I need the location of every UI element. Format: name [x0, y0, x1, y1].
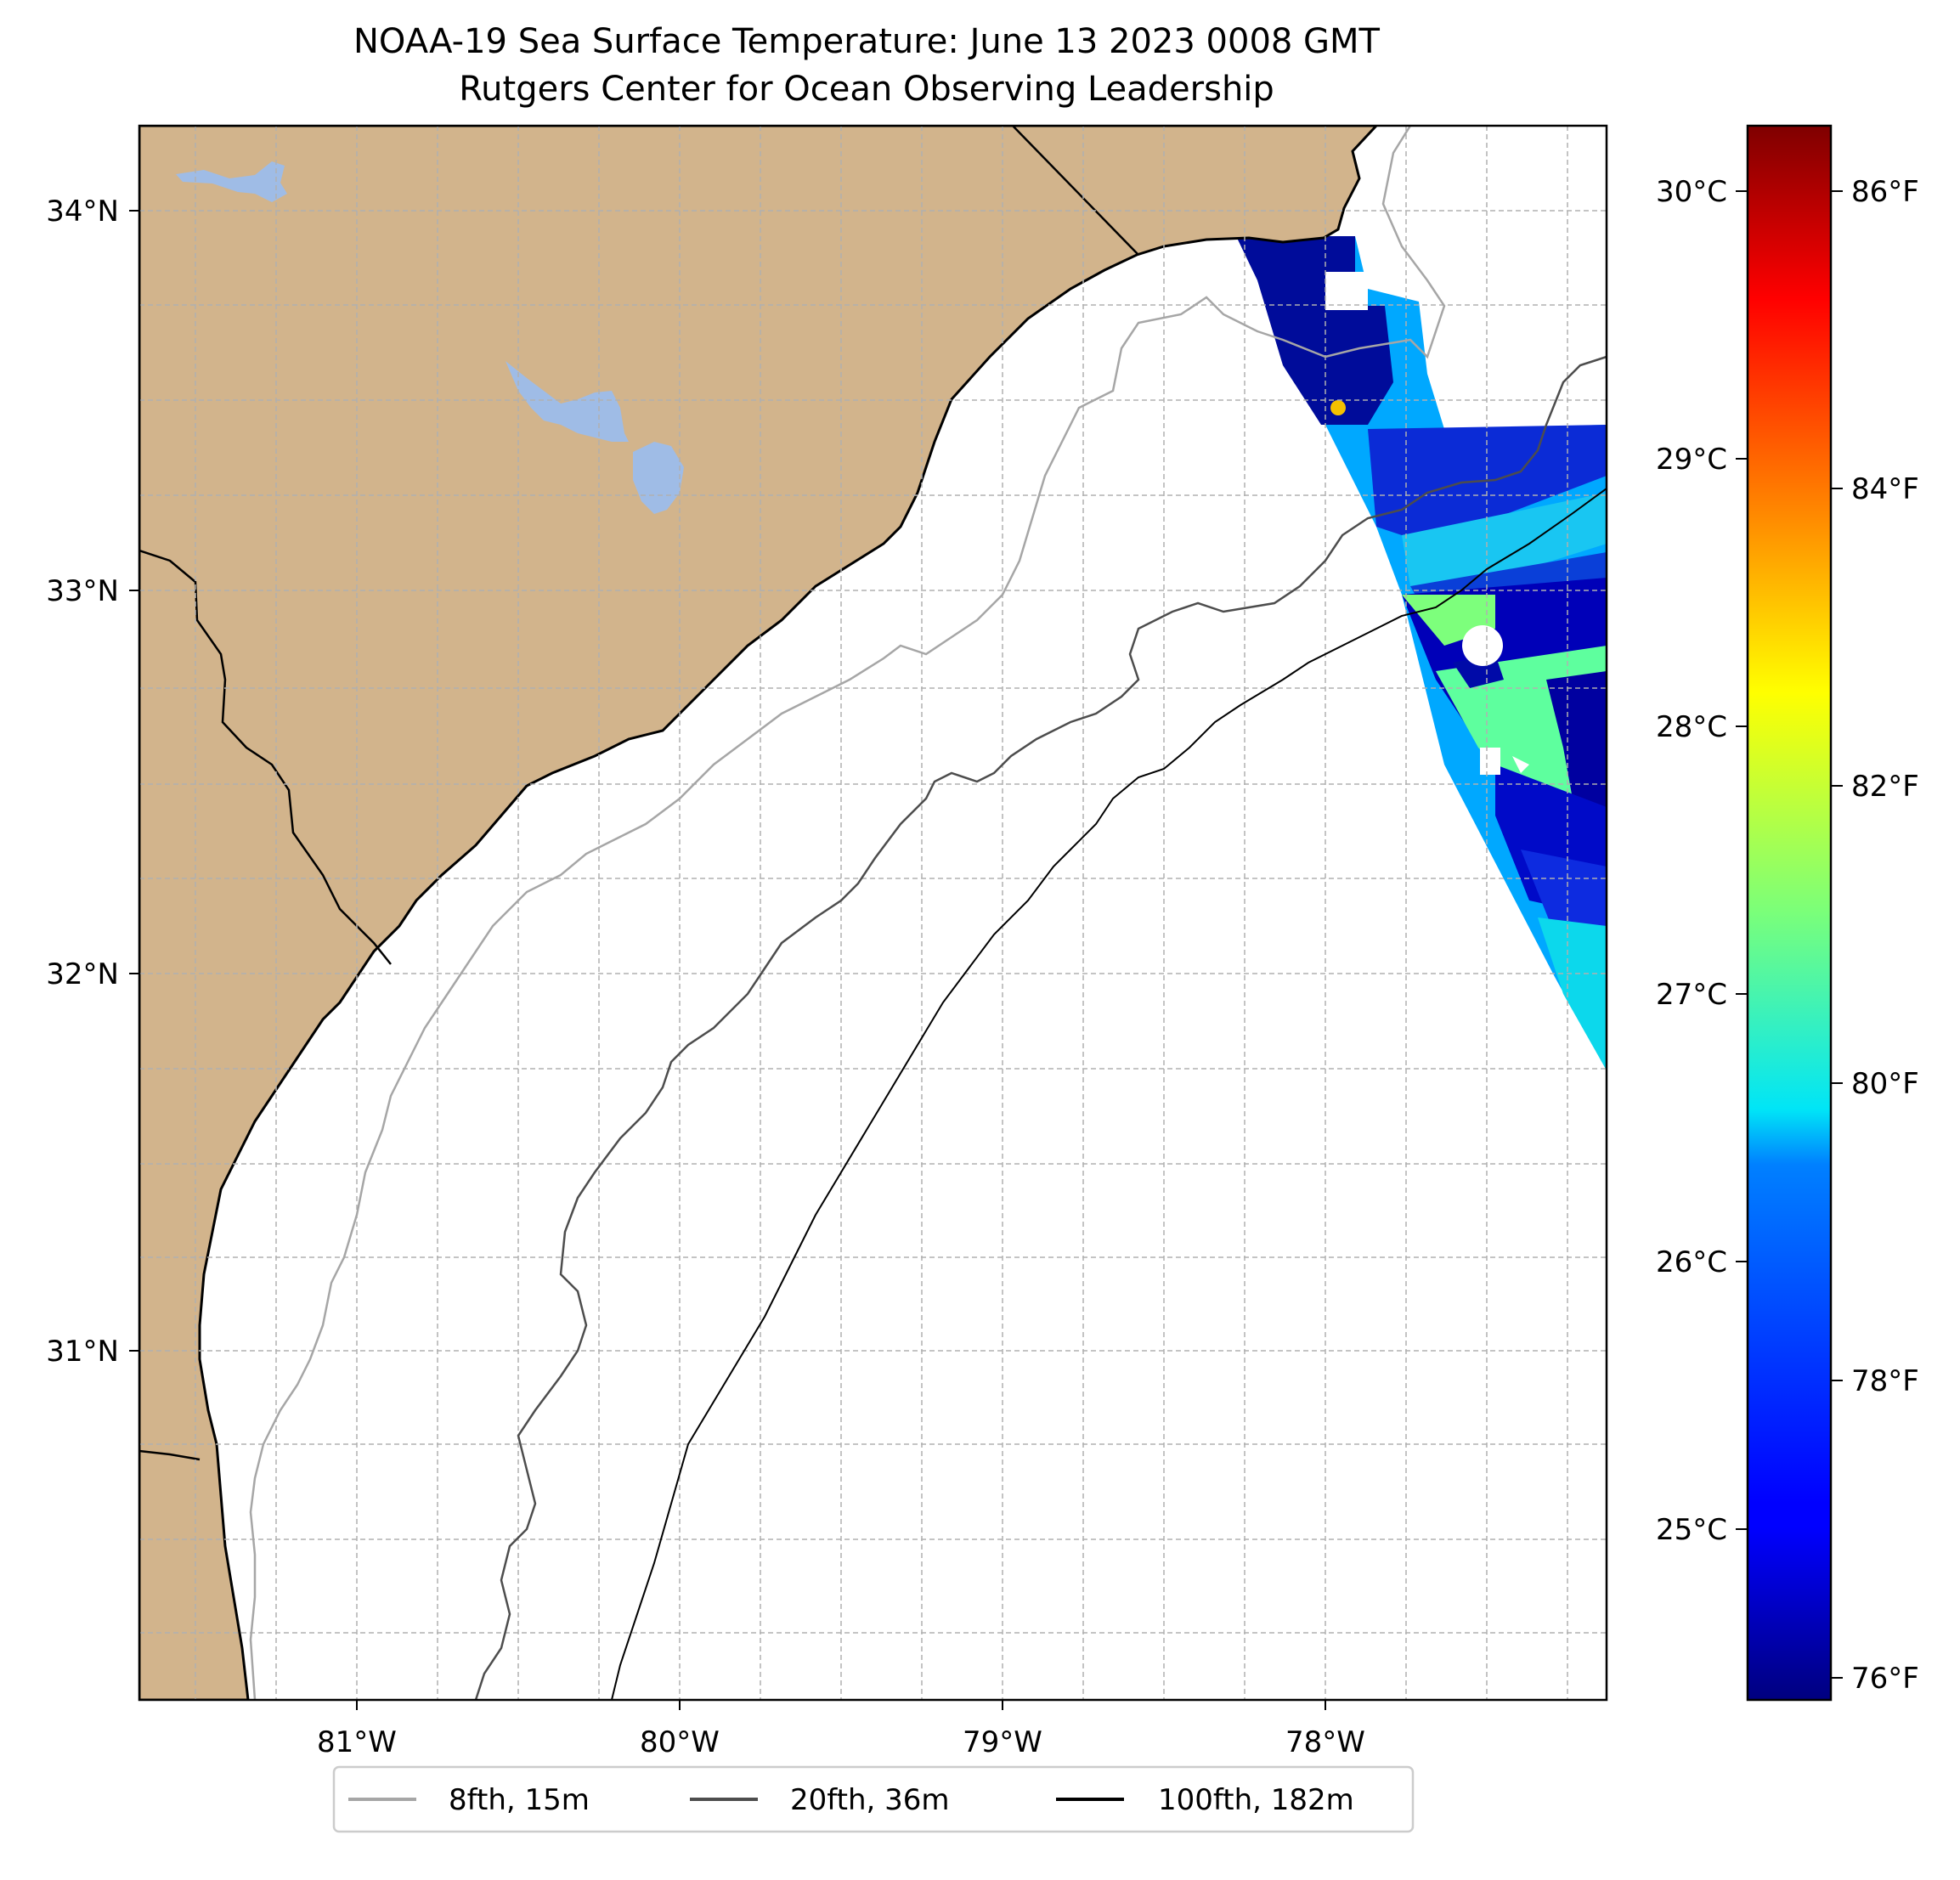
colorbar: 30°C 29°C 28°C 27°C 26°C 25°C 86°F 84°F … — [1656, 124, 1919, 1702]
lon-tick-label: 80°W — [640, 1725, 720, 1759]
legend-label: 8fth, 15m — [449, 1783, 590, 1817]
colorbar-fahrenheit-label: 80°F — [1851, 1067, 1919, 1101]
gridlines — [139, 126, 1607, 1700]
map-area — [139, 126, 1607, 1700]
land — [139, 126, 1379, 1700]
colorbar-fahrenheit-label: 84°F — [1851, 472, 1919, 506]
colorbar-celsius-label: 30°C — [1656, 175, 1727, 209]
lat-tick-label: 33°N — [46, 574, 119, 608]
lon-tick-label: 81°W — [317, 1725, 397, 1759]
colorbar-gradient — [1746, 124, 1833, 1702]
state-border — [139, 1449, 201, 1461]
isobath-20fth — [474, 355, 1607, 1700]
sst-swath — [1236, 236, 1607, 1070]
lon-tick-label: 78°W — [1285, 1725, 1365, 1759]
lat-tick-label: 32°N — [46, 957, 119, 991]
colorbar-celsius-label: 25°C — [1656, 1513, 1727, 1547]
state-border — [139, 549, 392, 965]
colorbar-celsius-label: 26°C — [1656, 1245, 1727, 1279]
lat-tick-label: 34°N — [46, 195, 119, 229]
map-frame — [138, 124, 1608, 1702]
legend: 8fth, 15m 20fth, 36m 100fth, 182m — [332, 1765, 1415, 1833]
colorbar-fahrenheit-label: 78°F — [1851, 1364, 1919, 1398]
isobath-100fth — [611, 488, 1607, 1700]
isobath-8fth — [249, 126, 1446, 1700]
lon-tick-label: 79°W — [963, 1725, 1042, 1759]
map-title: NOAA-19 Sea Surface Temperature: June 13… — [353, 22, 1381, 61]
legend-label: 20fth, 36m — [790, 1783, 950, 1817]
colorbar-fahrenheit-label: 76°F — [1851, 1662, 1919, 1696]
state-border — [1012, 126, 1139, 256]
colorbar-fahrenheit-label: 82°F — [1851, 770, 1919, 804]
map-subtitle: Rutgers Center for Ocean Observing Leade… — [459, 70, 1274, 109]
legend-label: 100fth, 182m — [1158, 1783, 1354, 1817]
colorbar-celsius-label: 29°C — [1656, 443, 1727, 477]
legend-box — [332, 1765, 1415, 1833]
lat-tick-label: 31°N — [46, 1335, 119, 1369]
colorbar-fahrenheit-label: 86°F — [1851, 175, 1919, 209]
colorbar-celsius-label: 27°C — [1656, 978, 1727, 1012]
colorbar-celsius-label: 28°C — [1656, 710, 1727, 744]
